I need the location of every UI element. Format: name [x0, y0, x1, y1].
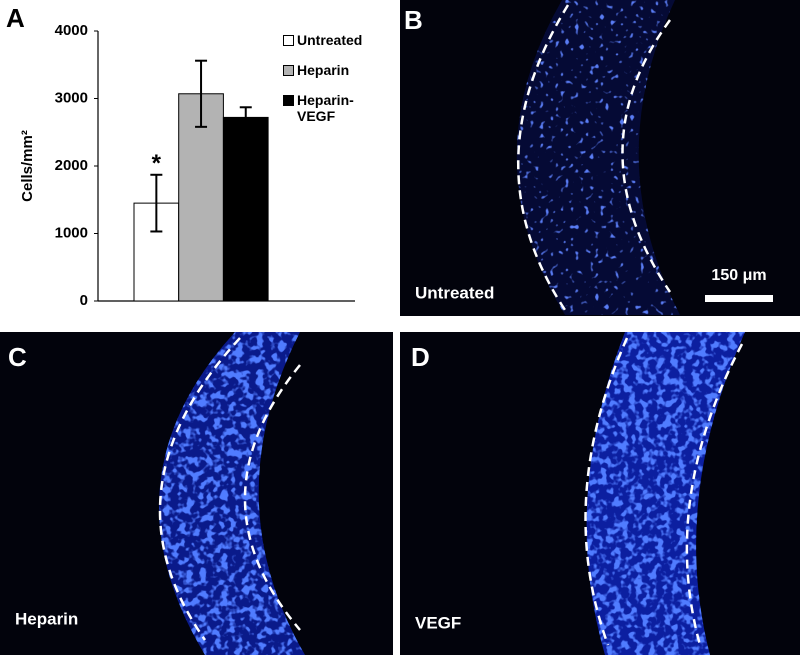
panel-caption: Heparin	[15, 609, 78, 628]
boundary-line	[584, 337, 629, 646]
boundary-line	[685, 343, 744, 646]
annotation: *	[152, 150, 162, 177]
legend-label: Heparin	[297, 62, 350, 78]
y-tick-label: 2000	[55, 157, 88, 174]
y-tick-label: 1000	[55, 224, 88, 241]
boundary-line	[621, 19, 672, 293]
legend-item: Untreated	[283, 32, 393, 48]
panel-label: C	[8, 342, 27, 372]
legend: Untreated Heparin Heparin-VEGF	[283, 32, 393, 138]
legend-swatch	[283, 65, 294, 76]
scale-bar-label: 150 μm	[711, 267, 766, 284]
y-axis-label: Cells/mm²	[19, 130, 36, 202]
boundary-line	[158, 337, 241, 641]
y-tick-label: 3000	[55, 89, 88, 106]
panel-caption: Untreated	[415, 283, 494, 302]
legend-label: Untreated	[297, 32, 363, 48]
panel-label: A	[6, 3, 25, 33]
legend-item: Heparin	[283, 62, 393, 78]
boundary-line	[517, 4, 570, 311]
panel-label: B	[404, 5, 423, 35]
legend-swatch	[283, 35, 294, 46]
bar	[178, 93, 224, 302]
y-tick-label: 4000	[55, 22, 88, 39]
scale-bar	[705, 295, 773, 302]
bar	[222, 116, 269, 302]
legend-swatch	[283, 95, 294, 106]
y-tick-label: 0	[80, 292, 88, 309]
legend-item: Heparin-VEGF	[283, 92, 393, 124]
panel-caption: VEGF	[415, 613, 461, 632]
panel-label: D	[411, 342, 430, 372]
legend-label: Heparin-VEGF	[297, 92, 354, 124]
